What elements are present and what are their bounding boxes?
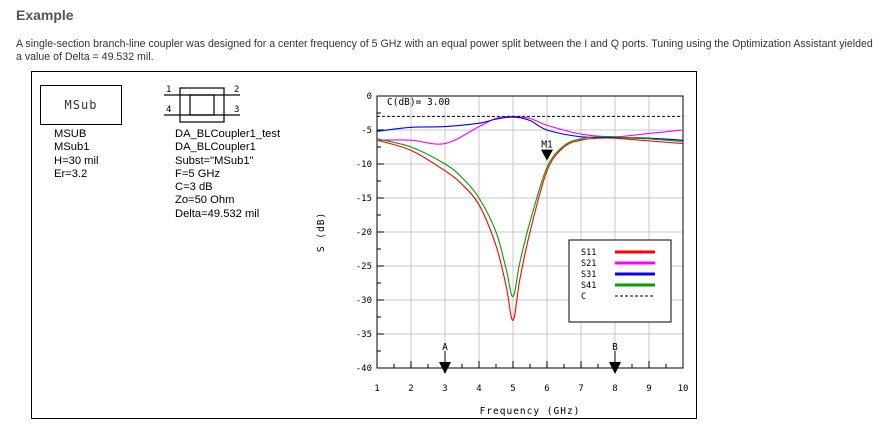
marker-triangle-a <box>439 362 451 374</box>
coupler-param: F=5 GHz <box>175 167 221 180</box>
msub-param: Er=3.2 <box>54 167 88 180</box>
coupler-param: Subst="MSub1" <box>175 154 254 167</box>
x-tick-label: 9 <box>646 384 651 394</box>
series-lines <box>376 115 684 321</box>
y-tick-label: 0 <box>367 92 372 102</box>
series-line-s41 <box>376 136 684 298</box>
chart-markers: A B M1 <box>439 140 621 374</box>
y-tick-label: -25 <box>356 262 372 272</box>
y-tick-label: -15 <box>356 194 372 204</box>
port-label-1: 1 <box>166 85 171 95</box>
coupler-param: Delta=49.532 mil <box>175 207 260 220</box>
msub-box-label: MSub <box>64 98 98 112</box>
y-axis-label: S (dB) <box>316 212 327 252</box>
x-tick-label: 4 <box>476 384 481 394</box>
branch-line-coupler-symbol[interactable]: 1 2 3 4 <box>152 82 252 132</box>
y-tick-label: -40 <box>356 364 372 374</box>
coupler-param: Zo=50 Ohm <box>175 194 235 207</box>
coupler-param: DA_BLCoupler1_test <box>175 128 281 140</box>
marker-triangle-m1 <box>541 149 553 161</box>
example-heading: Example <box>16 7 74 23</box>
y-tick-label: -30 <box>356 296 372 306</box>
x-tick-label: 1 <box>374 384 379 394</box>
msub-parameters: MSUB MSub1 H=30 mil Er=3.2 <box>54 128 98 181</box>
coupler-param: C=3 dB <box>175 181 213 194</box>
marker-triangle-b <box>609 362 621 374</box>
legend-label-c: C <box>581 292 586 302</box>
msub-param: MSub1 <box>54 141 90 154</box>
reference-line-label: C(dB)= 3.00 <box>387 97 450 108</box>
x-tick-label: 7 <box>578 384 583 394</box>
coupler-param: DA_BLCoupler1 <box>175 141 256 154</box>
y-tick-label: -35 <box>356 330 372 340</box>
series-line-s31 <box>376 116 684 141</box>
s-parameter-chart: 1 2 3 4 5 6 7 8 9 10 0 -5 -10 -15 -20 -25 -30 -35 -40 C(dB… <box>316 92 689 417</box>
x-tick-label: 2 <box>408 384 413 394</box>
msub-component-box[interactable]: MSub <box>40 85 122 125</box>
series-line-s11 <box>376 137 684 321</box>
marker-label-a: A <box>442 342 448 353</box>
legend-label-s41: S41 <box>581 281 596 291</box>
msub-param: MSUB <box>54 128 87 140</box>
coupler-outer-rect <box>179 87 225 123</box>
x-tick-label: 10 <box>678 384 689 394</box>
y-tick-label: -10 <box>356 160 372 170</box>
coupler-parameters: DA_BLCoupler1_test DA_BLCoupler1 Subst="… <box>175 128 280 221</box>
legend-label-s31: S31 <box>581 270 596 280</box>
y-tick-label: -20 <box>356 228 372 238</box>
x-tick-label: 3 <box>442 384 447 394</box>
marker-label-b: B <box>612 342 618 353</box>
port-label-3: 3 <box>234 105 239 115</box>
x-axis-label: Frequency (GHz) <box>480 406 581 417</box>
legend-label-s11: S11 <box>581 248 596 258</box>
legend-label-s21: S21 <box>581 259 596 269</box>
y-tick-label: -5 <box>361 126 372 136</box>
x-tick-label: 5 <box>510 384 515 394</box>
msub-param: H=30 mil <box>54 154 99 167</box>
legend-box <box>568 239 672 323</box>
x-tick-label: 6 <box>544 384 549 394</box>
x-tick-label: 8 <box>612 384 617 394</box>
description-paragraph: A single-section branch-line coupler was… <box>16 38 873 63</box>
schematic-and-plot-panel: MSub MSUB MSub1 H=30 mil Er=3.2 1 2 3 4 … <box>31 71 697 419</box>
port-label-4: 4 <box>166 105 171 115</box>
port-label-2: 2 <box>234 85 239 95</box>
marker-label-m1: M1 <box>541 140 553 151</box>
axis-ticks: 1 2 3 4 5 6 7 8 9 10 0 -5 -10 -15 -20 -25 -30 -35 -40 <box>356 92 689 394</box>
